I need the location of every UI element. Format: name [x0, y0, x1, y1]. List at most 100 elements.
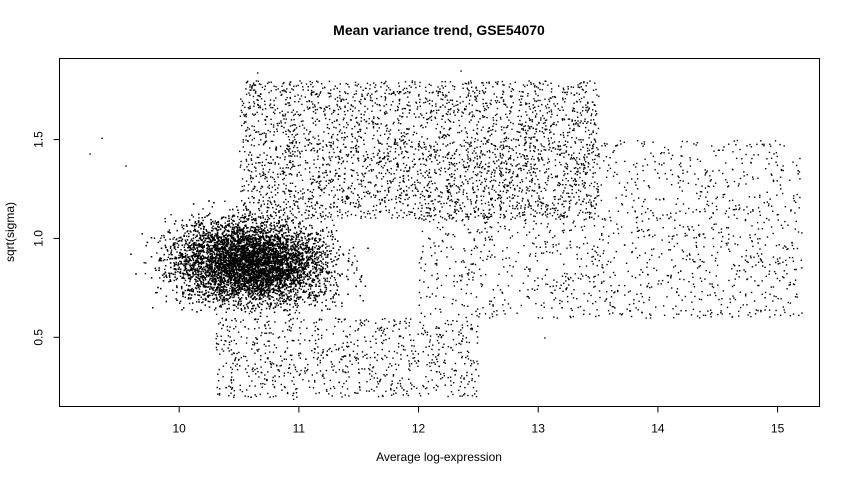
data-point: [262, 281, 265, 283]
data-point: [195, 288, 198, 290]
data-point: [231, 268, 233, 270]
data-point: [276, 278, 278, 280]
data-point: [214, 284, 216, 286]
data-point: [245, 273, 247, 276]
data-point: [285, 298, 288, 300]
data-point: [225, 260, 227, 262]
data-point: [215, 294, 218, 296]
data-point: [249, 310, 252, 312]
data-point: [318, 285, 320, 287]
data-point: [265, 244, 267, 247]
data-point: [300, 230, 302, 233]
data-point: [342, 254, 345, 256]
data-point: [262, 215, 264, 217]
data-point: [274, 245, 276, 247]
data-point: [249, 253, 251, 255]
data-point: [199, 234, 201, 236]
data-point: [294, 247, 297, 249]
data-point: [207, 255, 210, 257]
data-point: [353, 272, 355, 274]
data-point: [285, 228, 288, 231]
data-point: [320, 260, 323, 263]
data-point: [241, 283, 243, 285]
data-point: [253, 269, 255, 272]
data-point: [290, 295, 292, 297]
data-point: [316, 265, 318, 267]
data-point: [275, 276, 278, 279]
data-point: [295, 233, 297, 235]
data-point: [212, 278, 214, 280]
data-point: [222, 286, 224, 288]
data-point: [219, 257, 221, 259]
data-point: [344, 318, 346, 320]
data-point: [268, 297, 270, 299]
data-point: [263, 265, 265, 267]
data-point: [216, 251, 218, 253]
data-point: [271, 252, 273, 255]
data-point: [232, 248, 234, 250]
data-point: [267, 324, 270, 326]
data-point: [247, 235, 250, 237]
data-point: [301, 269, 303, 271]
data-point: [234, 227, 236, 229]
data-point: [228, 290, 231, 292]
data-point: [206, 253, 208, 255]
data-point: [324, 278, 326, 280]
data-point: [236, 270, 238, 272]
data-point: [170, 252, 172, 254]
data-point: [296, 262, 298, 264]
data-point: [318, 256, 320, 258]
data-point: [144, 272, 147, 275]
data-point: [283, 261, 285, 264]
data-point: [220, 269, 223, 271]
data-point: [198, 217, 200, 219]
data-point: [279, 283, 281, 285]
data-point: [263, 241, 265, 244]
data-point: [321, 301, 323, 304]
data-point: [173, 263, 176, 265]
data-point: [235, 305, 238, 308]
data-point: [231, 233, 233, 235]
data-point: [306, 250, 308, 253]
data-point: [304, 271, 306, 273]
data-point: [177, 262, 180, 264]
data-point: [305, 268, 307, 270]
data-point: [197, 263, 199, 265]
data-point: [273, 236, 275, 238]
data-point: [304, 285, 306, 287]
data-point: [274, 284, 277, 287]
data-point: [266, 296, 268, 298]
data-point: [228, 234, 230, 236]
data-point: [311, 285, 314, 287]
data-point: [331, 233, 334, 236]
data-point: [248, 296, 250, 298]
data-point: [321, 253, 323, 255]
data-point: [254, 213, 256, 215]
data-point: [316, 252, 319, 254]
data-point: [194, 278, 196, 280]
data-point: [296, 306, 298, 308]
data-point: [222, 287, 225, 290]
data-point: [296, 296, 299, 298]
data-point: [233, 232, 235, 234]
data-point: [314, 299, 316, 302]
data-point: [258, 251, 260, 253]
data-point: [229, 248, 231, 250]
data-point: [229, 226, 232, 228]
data-point: [290, 263, 293, 265]
data-point: [212, 279, 214, 282]
data-point: [213, 284, 215, 286]
data-point: [312, 248, 314, 250]
data-point: [278, 293, 280, 296]
data-point: [302, 281, 305, 283]
data-point: [249, 235, 252, 238]
data-point: [185, 235, 188, 237]
data-point: [336, 252, 338, 254]
data-point: [283, 236, 285, 238]
data-point: [309, 283, 311, 286]
data-point: [231, 294, 233, 296]
data-point: [294, 272, 296, 274]
data-point: [184, 252, 187, 255]
data-point: [317, 281, 319, 283]
data-point: [219, 285, 221, 287]
